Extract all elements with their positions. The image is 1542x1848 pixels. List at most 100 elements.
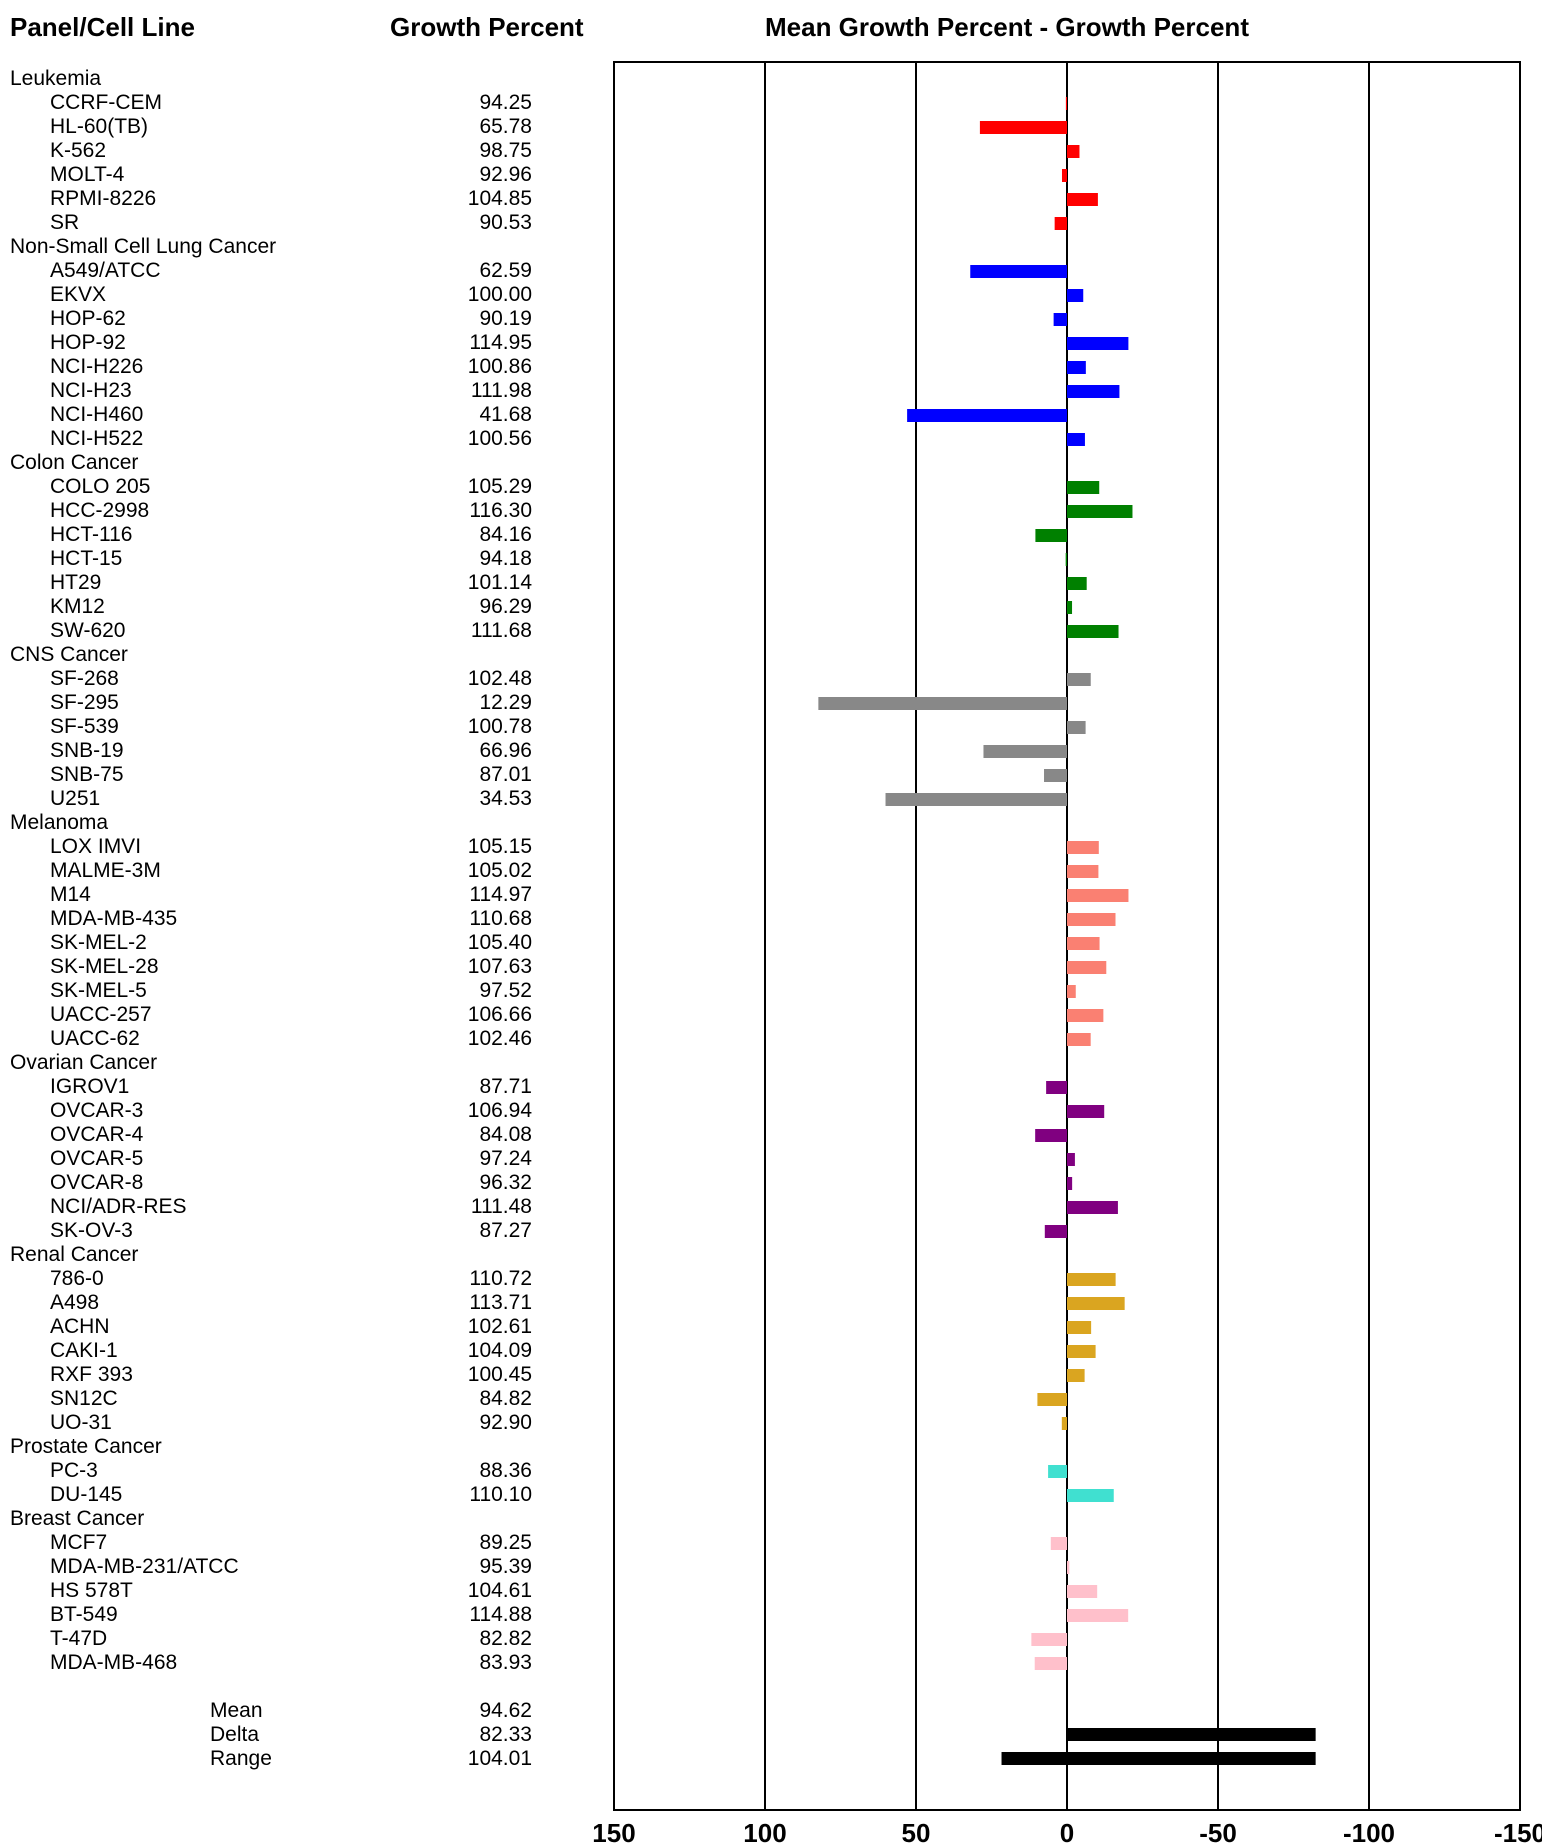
growth-percent-value: 110.68 xyxy=(469,907,532,930)
cell-line-name: NCI-H23 xyxy=(50,379,132,402)
growth-bar xyxy=(1044,769,1067,782)
growth-percent-value: 111.48 xyxy=(470,1195,532,1218)
growth-percent-value: 84.08 xyxy=(479,1123,532,1146)
growth-percent-value: 100.56 xyxy=(467,427,532,450)
growth-bar xyxy=(983,745,1067,758)
growth-percent-header: Growth Percent xyxy=(390,12,584,42)
cell-line-name: M14 xyxy=(50,883,91,906)
growth-percent-value: 100.78 xyxy=(467,715,532,738)
cell-line-name: ACHN xyxy=(50,1315,110,1338)
growth-percent-value: 90.19 xyxy=(479,307,532,330)
growth-percent-value: 111.98 xyxy=(470,379,532,402)
panel-label: Non-Small Cell Lung Cancer xyxy=(10,235,277,258)
cell-line-name: A549/ATCC xyxy=(50,259,161,282)
growth-bar xyxy=(1067,625,1119,638)
x-tick-label: -100 xyxy=(1343,1818,1395,1848)
growth-percent-value: 100.00 xyxy=(467,283,532,306)
cell-line-name: IGROV1 xyxy=(50,1075,130,1098)
summary-label: Delta xyxy=(210,1723,260,1746)
cell-line-name: SF-295 xyxy=(50,691,119,714)
growth-percent-value: 110.72 xyxy=(469,1267,532,1290)
growth-bar xyxy=(1067,937,1100,950)
growth-percent-value: 105.40 xyxy=(467,931,532,954)
growth-percent-value: 94.18 xyxy=(479,547,532,570)
growth-bar xyxy=(1065,97,1067,110)
cell-line-name: COLO 205 xyxy=(50,475,151,498)
growth-percent-value: 106.66 xyxy=(467,1003,532,1026)
cell-line-table: Leukemia CCRF-CEM 94.25 HL-60(TB) 65.78 K-562… xyxy=(0,0,600,1848)
growth-bar xyxy=(885,793,1067,806)
growth-percent-value: 100.86 xyxy=(467,355,532,378)
growth-bar xyxy=(1067,1609,1129,1622)
growth-percent-value: 105.15 xyxy=(467,835,532,858)
summary-bar xyxy=(1001,1752,1316,1765)
panel-label: Melanoma xyxy=(10,811,109,834)
growth-bar xyxy=(1067,1297,1125,1310)
growth-percent-value: 92.90 xyxy=(479,1411,532,1434)
growth-percent-value: 12.29 xyxy=(479,691,532,714)
cell-line-name: HS 578T xyxy=(50,1579,133,1602)
growth-percent-value: 62.59 xyxy=(479,259,532,282)
growth-percent-value: 106.94 xyxy=(467,1099,532,1122)
growth-percent-value: 102.48 xyxy=(467,667,532,690)
growth-bar xyxy=(1061,1417,1067,1430)
growth-percent-value: 104.61 xyxy=(467,1579,532,1602)
cell-line-name: SW-620 xyxy=(50,619,126,642)
cell-line-name: NCI-H226 xyxy=(50,355,144,378)
growth-percent-value: 116.30 xyxy=(469,499,532,522)
growth-bar xyxy=(1067,1273,1116,1286)
growth-bar xyxy=(1067,1345,1096,1358)
growth-percent-value: 41.68 xyxy=(479,403,532,426)
cell-line-name: MDA-MB-468 xyxy=(50,1651,178,1674)
x-tick-label: 0 xyxy=(1060,1818,1074,1848)
growth-percent-value: 114.97 xyxy=(469,883,532,906)
cell-line-name: SN12C xyxy=(50,1387,118,1410)
growth-percent-value: 104.85 xyxy=(467,187,532,210)
growth-percent-value: 114.88 xyxy=(469,1603,532,1626)
summary-value: 82.33 xyxy=(479,1723,532,1746)
growth-bar xyxy=(1067,865,1099,878)
growth-bar xyxy=(1065,553,1067,566)
growth-percent-value: 102.46 xyxy=(467,1027,532,1050)
growth-bar xyxy=(1067,841,1099,854)
growth-percent-value: 105.02 xyxy=(467,859,532,882)
cell-line-name: DU-145 xyxy=(50,1483,123,1506)
growth-bar xyxy=(970,265,1067,278)
x-tick-label: 50 xyxy=(902,1818,931,1848)
cell-line-name: OVCAR-3 xyxy=(50,1099,144,1122)
cell-line-name: U251 xyxy=(50,787,101,810)
growth-bar xyxy=(1067,1561,1070,1574)
growth-bar xyxy=(1067,889,1129,902)
x-tick-label: 100 xyxy=(743,1818,786,1848)
growth-bar xyxy=(1067,1153,1075,1166)
panel-label: Prostate Cancer xyxy=(10,1435,162,1458)
cell-line-name: HOP-62 xyxy=(50,307,126,330)
growth-bar xyxy=(1067,673,1091,686)
panel-label: Breast Cancer xyxy=(10,1507,145,1530)
summary-bar xyxy=(1067,1728,1316,1741)
summary-label: Range xyxy=(210,1747,272,1770)
cell-line-name: SK-MEL-5 xyxy=(50,979,147,1002)
growth-bar xyxy=(1067,913,1116,926)
growth-percent-value: 83.93 xyxy=(479,1651,532,1674)
growth-percent-value: 107.63 xyxy=(467,955,532,978)
growth-bar xyxy=(1067,961,1107,974)
cell-line-name: NCI-H522 xyxy=(50,427,144,450)
cell-line-name: RXF 393 xyxy=(50,1363,133,1386)
cell-line-name: HT29 xyxy=(50,571,102,594)
growth-bar xyxy=(1067,1489,1114,1502)
growth-bar xyxy=(1061,169,1067,182)
cell-line-name: SF-539 xyxy=(50,715,119,738)
cell-line-name: CAKI-1 xyxy=(50,1339,118,1362)
cell-line-name: OVCAR-5 xyxy=(50,1147,144,1170)
growth-bar xyxy=(1034,1657,1067,1670)
cell-line-name: BT-549 xyxy=(50,1603,118,1626)
growth-percent-value: 113.71 xyxy=(469,1291,532,1314)
growth-bar xyxy=(1067,1105,1105,1118)
cell-line-name: LOX IMVI xyxy=(50,835,142,858)
growth-bar xyxy=(1046,1081,1067,1094)
growth-bar xyxy=(1067,385,1120,398)
growth-bar xyxy=(1067,1585,1098,1598)
cell-line-name: SF-268 xyxy=(50,667,119,690)
